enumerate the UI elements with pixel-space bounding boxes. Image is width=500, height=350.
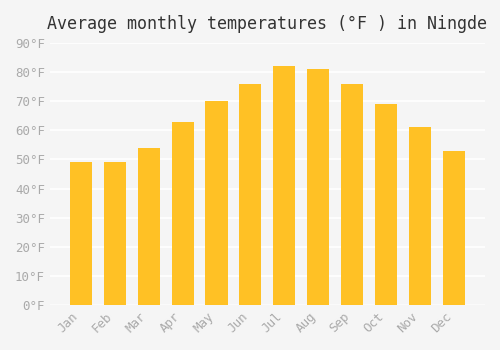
Bar	[172, 121, 194, 305]
Bar	[375, 104, 398, 305]
Bar	[274, 66, 295, 305]
Bar	[342, 84, 363, 305]
Title: Average monthly temperatures (°F ) in Ningde: Average monthly temperatures (°F ) in Ni…	[48, 15, 488, 33]
Bar	[206, 101, 228, 305]
Bar	[308, 69, 330, 305]
Bar	[138, 148, 160, 305]
Bar	[240, 84, 262, 305]
Bar	[104, 162, 126, 305]
Bar	[409, 127, 432, 305]
Bar	[443, 150, 465, 305]
Bar	[70, 162, 92, 305]
